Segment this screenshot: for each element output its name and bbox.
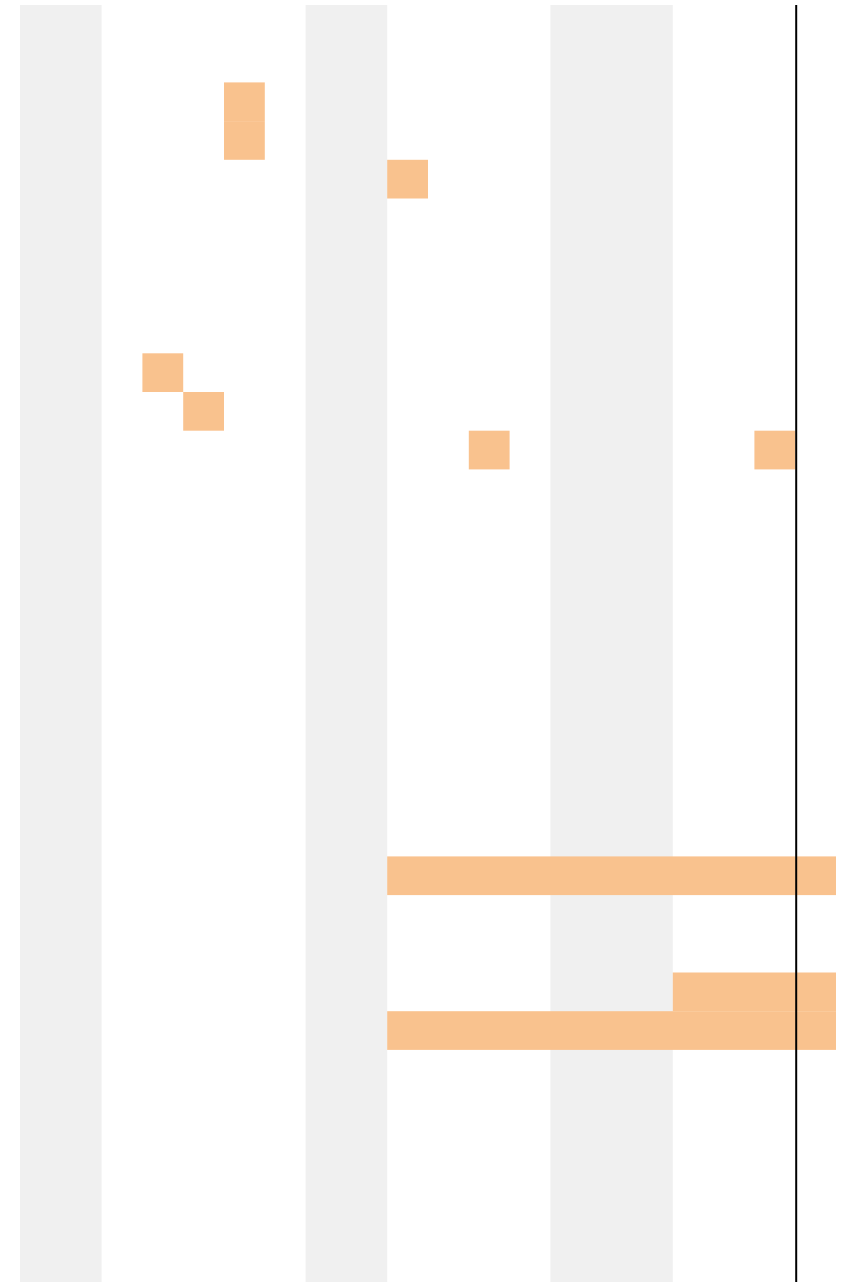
column-band-1 [20,5,102,1282]
heatmap-cell-8 [387,856,836,896]
heatmap-cell-7 [754,430,796,470]
cell-layer [142,82,836,1050]
column-band-3 [550,5,673,1282]
heatmap-cell-3 [387,159,428,199]
band-layer [20,5,673,1282]
heatmap-cell-10 [387,1011,836,1050]
heatmap-cell-4 [142,353,184,392]
heatmap-cell-6 [468,430,510,470]
heatmap-cell-1 [224,82,265,122]
heatmap-cell-9 [672,972,836,1012]
column-band-2 [305,5,388,1282]
heatmap-cell-5 [183,392,224,431]
heatmap-cell-2 [224,121,265,160]
